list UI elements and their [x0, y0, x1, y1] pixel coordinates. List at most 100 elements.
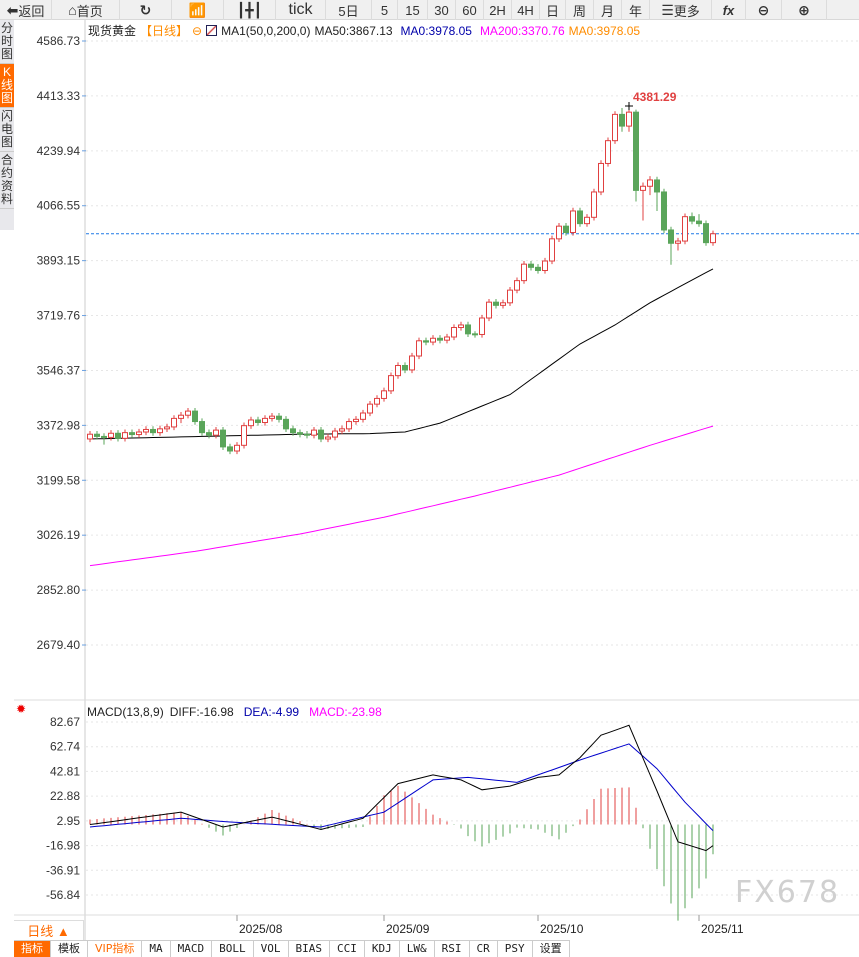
- candle: [318, 426, 324, 443]
- toolbar-button-日[interactable]: 日: [540, 0, 566, 20]
- candle: [353, 416, 359, 425]
- view-tab-1[interactable]: K线图: [0, 64, 14, 108]
- y-tick-label: 4066.55: [37, 199, 81, 213]
- candle-body: [269, 415, 275, 419]
- candle: [577, 207, 583, 227]
- indicator-tab-rsi[interactable]: RSI: [434, 941, 470, 957]
- toolbar-button-refresh[interactable]: ↻: [120, 0, 172, 20]
- candle: [409, 352, 415, 374]
- toolbar-button-月[interactable]: 月: [594, 0, 622, 20]
- candle: [668, 226, 674, 265]
- indicator-settings-icon[interactable]: ✹: [16, 702, 27, 716]
- indicator-tab-cr[interactable]: CR: [469, 941, 498, 957]
- candle: [591, 188, 597, 221]
- x-tick-label: 2025/11: [701, 922, 744, 936]
- period-settings-icon[interactable]: ⊖: [192, 23, 203, 38]
- toolbar-button-zoom-in[interactable]: ⊕: [782, 0, 827, 20]
- candle: [542, 257, 548, 274]
- candle: [101, 433, 107, 445]
- diff-line: [89, 724, 714, 852]
- ma-indicator-icon[interactable]: [206, 25, 218, 36]
- candle-body: [178, 414, 184, 419]
- indicator-tab-psy[interactable]: PSY: [497, 941, 533, 957]
- indicator-tab-kdj[interactable]: KDJ: [364, 941, 400, 957]
- indicator-tab-模板[interactable]: 模板: [51, 941, 88, 957]
- toolbar-button-tick[interactable]: tick: [276, 0, 326, 20]
- indicator-tab-vol[interactable]: VOL: [253, 941, 289, 957]
- indicator-tab-macd[interactable]: MACD: [170, 941, 213, 957]
- toolbar-button-zoom-out[interactable]: ⊖: [746, 0, 782, 20]
- ma-name: MA1(50,0,200,0): [221, 23, 311, 38]
- toolbar-button-30[interactable]: 30: [428, 0, 456, 20]
- period-selector-button[interactable]: 日线 ▲: [14, 920, 84, 940]
- toolbar-button-5日[interactable]: 5日: [326, 0, 372, 20]
- candle-body: [514, 280, 520, 291]
- y-tick-label: 4413.33: [37, 89, 81, 103]
- indicator-tab-vip指标[interactable]: VIP指标: [88, 941, 143, 957]
- candle: [346, 418, 352, 433]
- candle-body: [696, 220, 702, 225]
- candle-body: [612, 113, 618, 142]
- candle: [654, 176, 660, 211]
- candle: [500, 299, 506, 309]
- candle: [626, 106, 632, 132]
- candle-body: [248, 419, 254, 427]
- view-tab-3[interactable]: 合约资料: [0, 152, 14, 209]
- indicator-tab-设置[interactable]: 设置: [532, 941, 570, 957]
- toolbar-button-5[interactable]: 5: [372, 0, 398, 20]
- candle-body: [570, 210, 576, 234]
- candle: [339, 425, 345, 435]
- candle: [332, 427, 338, 441]
- candle: [304, 431, 310, 439]
- toolbar-label: 首页: [76, 3, 103, 19]
- indicator-tab-bias[interactable]: BIAS: [288, 941, 331, 957]
- watermark: FX678: [735, 875, 841, 910]
- indicator-tab-boll[interactable]: BOLL: [212, 941, 254, 957]
- candle-body: [220, 429, 226, 448]
- candle-body: [199, 421, 205, 434]
- candle-body: [500, 302, 506, 306]
- candle: [556, 223, 562, 243]
- candle-body: [465, 324, 471, 335]
- view-tab-0[interactable]: 分时图: [0, 20, 14, 64]
- toolbar-label: 返回: [18, 3, 45, 19]
- max-price-label: 4381.29: [633, 90, 677, 104]
- candle-body: [213, 429, 219, 436]
- ma0-value: MA0:3978.05: [400, 23, 472, 38]
- candle: [94, 431, 100, 440]
- candle: [192, 407, 198, 425]
- toolbar-button-更多[interactable]: ☰ 更多: [650, 0, 712, 20]
- candle: [514, 277, 520, 294]
- ma50-value: MA50:3867.13: [314, 23, 393, 38]
- period-label[interactable]: 【日线】: [140, 24, 189, 38]
- view-tab-2[interactable]: 闪电图: [0, 108, 14, 152]
- candle: [451, 324, 457, 341]
- home-icon: ⌂: [68, 2, 77, 18]
- toolbar-button-周[interactable]: 周: [566, 0, 594, 20]
- toolbar-button-bar-chart[interactable]: 📶: [172, 0, 224, 20]
- toolbar-button-4H[interactable]: 4H: [512, 0, 540, 20]
- toolbar-button-candlestick[interactable]: ┃╋┃: [224, 0, 276, 20]
- toolbar-button-年[interactable]: 年: [622, 0, 650, 20]
- indicator-tab-cci[interactable]: CCI: [330, 941, 365, 957]
- left-view-tabs: 分时图 K线图 闪电图 合约资料: [0, 20, 14, 230]
- toolbar-button-60[interactable]: 60: [456, 0, 484, 20]
- toolbar-button-formula[interactable]: fx: [712, 0, 746, 20]
- indicator-tab-指标[interactable]: 指标: [14, 941, 51, 957]
- toolbar-button-返回[interactable]: ⬅ 返回: [0, 0, 52, 20]
- toolbar-button-15[interactable]: 15: [398, 0, 428, 20]
- candle: [157, 425, 163, 436]
- candle-body: [143, 428, 149, 433]
- candle: [430, 335, 436, 346]
- indicator-tab-ma[interactable]: MA: [142, 941, 171, 957]
- candle-body: [535, 266, 541, 272]
- toolbar-button-首页[interactable]: ⌂ 首页: [52, 0, 120, 20]
- candle: [388, 372, 394, 395]
- toolbar-button-2H[interactable]: 2H: [484, 0, 512, 20]
- candle: [381, 387, 387, 402]
- indicator-tab-lw&[interactable]: LW&: [399, 941, 435, 957]
- candle-body: [353, 418, 359, 423]
- candle-body: [437, 337, 443, 341]
- candle: [696, 214, 702, 227]
